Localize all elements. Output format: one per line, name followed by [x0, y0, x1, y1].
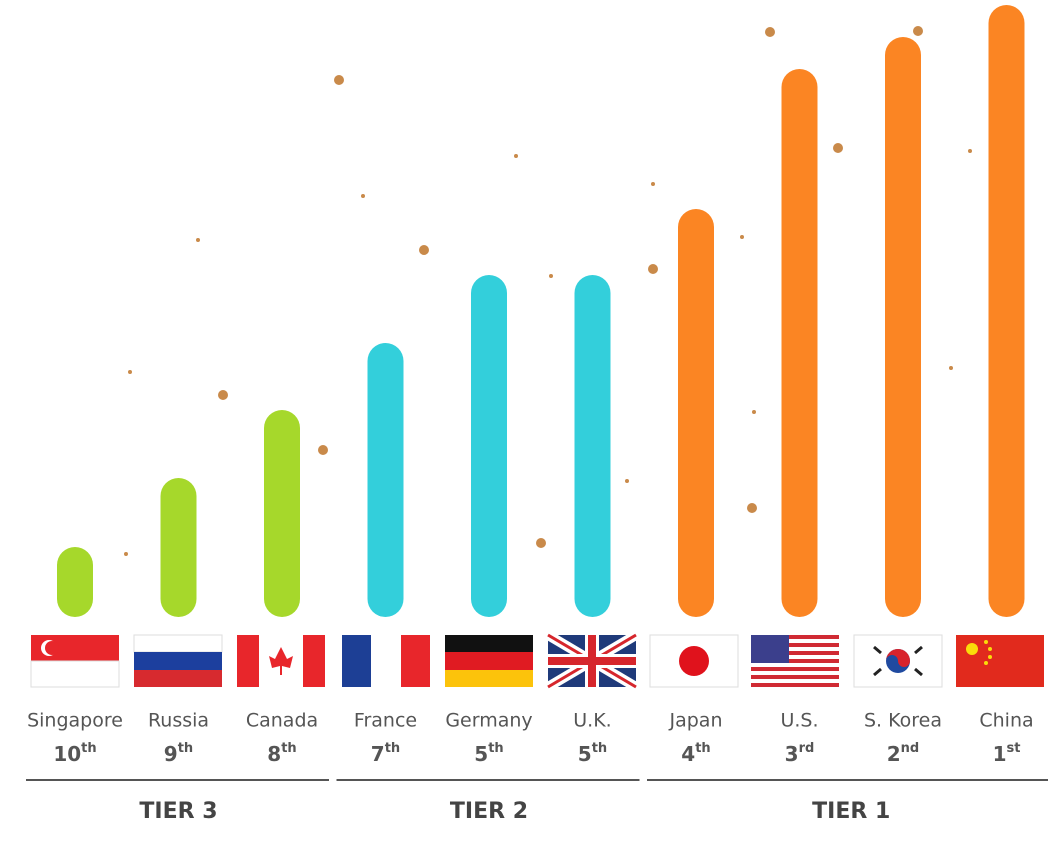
- tier-label: TIER 3: [139, 799, 217, 824]
- bar: [264, 410, 300, 617]
- bar: [885, 37, 921, 617]
- rank-label: 2nd: [887, 741, 919, 766]
- rank-suffix: th: [385, 741, 400, 756]
- bar: [678, 209, 714, 617]
- country-label: S. Korea: [864, 710, 942, 732]
- bar: [471, 275, 507, 617]
- rank-number: 2: [887, 742, 901, 766]
- rank-suffix: th: [281, 741, 296, 756]
- bar: [160, 478, 197, 617]
- rank-suffix: th: [178, 741, 193, 756]
- rank-number: 10: [53, 742, 81, 766]
- rank-label: 1st: [993, 741, 1021, 766]
- country-label: Singapore: [27, 710, 123, 732]
- country-label: U.S.: [780, 710, 818, 732]
- rank-suffix: rd: [799, 741, 815, 756]
- country-label: China: [979, 710, 1033, 732]
- rank-label: 7th: [371, 741, 400, 766]
- rank-suffix: th: [488, 741, 503, 756]
- rank-number: 3: [785, 742, 799, 766]
- country-label: France: [354, 710, 417, 732]
- decoration-dots: [124, 26, 972, 556]
- bar: [367, 343, 404, 617]
- bar: [781, 69, 818, 617]
- rank-number: 9: [164, 742, 178, 766]
- bar: [57, 547, 93, 617]
- rank-label: 9th: [164, 741, 193, 766]
- rank-number: 1: [993, 742, 1007, 766]
- rank-suffix: th: [695, 741, 710, 756]
- rank-number: 8: [267, 742, 281, 766]
- rank-label: 5th: [474, 741, 503, 766]
- rank-number: 5: [474, 742, 488, 766]
- tier-label: TIER 1: [812, 799, 890, 824]
- flags: [30, 630, 1044, 692]
- country-label: U.K.: [573, 710, 611, 732]
- rank-suffix: st: [1006, 741, 1020, 756]
- country-label: Germany: [445, 710, 532, 732]
- rank-suffix: th: [81, 741, 96, 756]
- country-label: Canada: [246, 710, 318, 732]
- rank-label: 3rd: [785, 741, 815, 766]
- rank-label: 4th: [681, 741, 710, 766]
- country-label: Russia: [148, 710, 209, 732]
- rank-label: 5th: [578, 741, 607, 766]
- rank-number: 5: [578, 742, 592, 766]
- rank-label: 10th: [53, 741, 96, 766]
- rank-number: 7: [371, 742, 385, 766]
- country-label: Japan: [669, 710, 723, 732]
- rank-number: 4: [681, 742, 695, 766]
- tier-label: TIER 2: [450, 799, 528, 824]
- rank-suffix: th: [592, 741, 607, 756]
- bar: [574, 275, 611, 617]
- rank-label: 8th: [267, 741, 296, 766]
- rank-suffix: nd: [901, 741, 920, 756]
- bar: [988, 5, 1025, 617]
